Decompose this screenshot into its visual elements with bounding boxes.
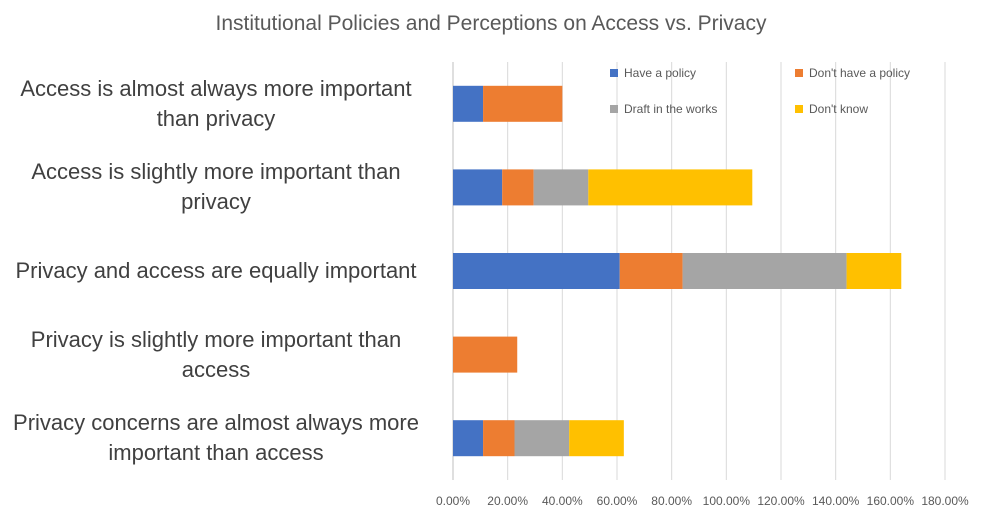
legend-swatch (795, 69, 803, 77)
legend-item-draft-in-the-works: Draft in the works (610, 102, 717, 116)
bar-segment (533, 169, 589, 206)
legend-label: Don't know (809, 102, 868, 116)
legend-label: Don't have a policy (809, 66, 911, 80)
bar-segment (502, 169, 534, 206)
bar-segment (453, 336, 518, 373)
bars (453, 85, 902, 457)
x-tick-label: 0.00% (435, 494, 471, 508)
x-tick-label: 60.00% (596, 494, 638, 508)
category-label: Access is almost always more important t… (20, 75, 412, 131)
x-tick-label: 160.00% (866, 494, 915, 508)
bar-segment (483, 85, 563, 122)
bar-segment (483, 420, 515, 457)
category-label: Privacy and access are equally important (15, 258, 417, 283)
bar-segment (846, 253, 902, 289)
category-label: Privacy concerns are almost always more … (13, 410, 419, 466)
bar-segment (453, 253, 620, 289)
x-tick-label: 180.00% (921, 494, 969, 508)
x-tick-label: 80.00% (651, 494, 692, 508)
x-tick-label: 140.00% (811, 494, 860, 508)
bar-segment (453, 169, 503, 206)
legend-label: Draft in the works (624, 102, 718, 116)
x-tick-label: 100.00% (702, 494, 751, 508)
legend-swatch (610, 105, 618, 113)
category-label: Access is slightly more important than p… (31, 159, 401, 215)
chart-title: Institutional Policies and Perceptions o… (215, 12, 767, 35)
bar-segment (453, 420, 484, 457)
bar-segment (453, 85, 484, 122)
x-tick-label: 120.00% (757, 494, 805, 508)
bar-segment (569, 420, 624, 457)
bar-segment (619, 253, 683, 289)
legend-item-dont-have-a-policy: Don't have a policy (795, 66, 910, 80)
legend-label: Have a policy (624, 66, 697, 80)
x-tick-label: 20.00% (487, 494, 528, 508)
legend: Have a policy Don't have a policy Draft … (610, 66, 980, 126)
legend-item-dont-know: Don't know (795, 102, 868, 116)
bar-segment (514, 420, 570, 457)
bar-segment (588, 169, 753, 206)
x-tick-label: 40.00% (541, 494, 583, 508)
legend-swatch (610, 69, 618, 77)
category-label: Privacy is slightly more important than … (30, 326, 402, 382)
legend-swatch (795, 105, 803, 113)
legend-item-have-a-policy: Have a policy (610, 66, 696, 80)
bar-segment (682, 253, 847, 289)
